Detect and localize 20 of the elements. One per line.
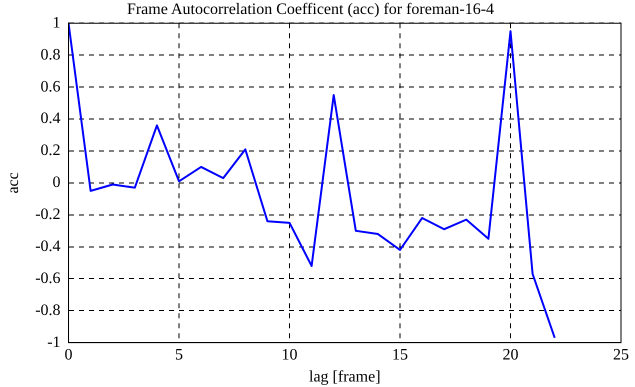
x-tick-label: 15 (392, 346, 408, 364)
x-tick-label: 10 (282, 346, 298, 364)
y-tick-label: -0.2 (35, 206, 61, 224)
y-tick-label: 0.8 (40, 46, 61, 64)
x-tick-label: 25 (613, 346, 629, 364)
y-tick-label: 0.2 (40, 142, 61, 160)
y-tick-label: 0.4 (40, 110, 61, 128)
x-tick-label: 20 (502, 346, 519, 364)
x-tick-label: 5 (175, 346, 184, 364)
chart-title: Frame Autocorrelation Coefficent (acc) for foreman-16-4 (126, 0, 494, 18)
y-tick-label: -1 (47, 334, 61, 351)
y-axis-title: acc (4, 172, 22, 194)
y-tick-label: 0.6 (40, 78, 61, 96)
y-tick-label: 0 (52, 174, 61, 192)
x-tick-label: 0 (64, 346, 73, 364)
y-tick-label: -0.4 (35, 238, 61, 255)
x-axis-title: lag [frame] (309, 368, 381, 386)
y-tick-label: -0.8 (35, 302, 61, 319)
y-tick-label: -0.6 (35, 270, 61, 287)
y-tick-label: 1 (52, 14, 61, 32)
